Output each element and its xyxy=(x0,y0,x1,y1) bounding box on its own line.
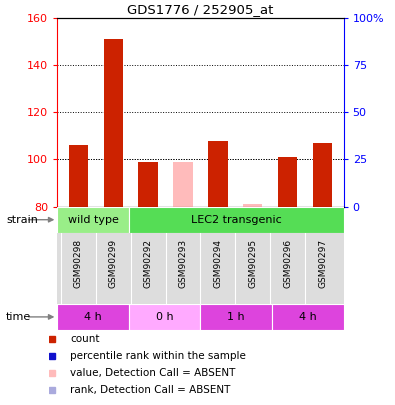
Bar xyxy=(173,162,193,207)
Text: 0 h: 0 h xyxy=(156,312,173,322)
Text: 4 h: 4 h xyxy=(299,312,317,322)
Bar xyxy=(57,304,129,330)
Bar xyxy=(129,207,344,233)
Text: value, Detection Call = ABSENT: value, Detection Call = ABSENT xyxy=(70,368,235,377)
Text: GSM90296: GSM90296 xyxy=(283,239,292,288)
Text: percentile rank within the sample: percentile rank within the sample xyxy=(70,351,246,360)
Bar xyxy=(278,157,297,207)
Bar xyxy=(69,145,88,207)
Text: 1 h: 1 h xyxy=(228,312,245,322)
Text: rank, Detection Call = ABSENT: rank, Detection Call = ABSENT xyxy=(70,385,230,394)
Text: LEC2 transgenic: LEC2 transgenic xyxy=(191,215,282,225)
Text: GSM90299: GSM90299 xyxy=(109,239,118,288)
Text: time: time xyxy=(6,312,31,322)
Title: GDS1776 / 252905_at: GDS1776 / 252905_at xyxy=(127,3,274,16)
Bar xyxy=(129,304,201,330)
Text: GSM90293: GSM90293 xyxy=(179,239,188,288)
Bar xyxy=(103,39,123,207)
Text: wild type: wild type xyxy=(68,215,118,225)
Text: GSM90292: GSM90292 xyxy=(143,239,152,288)
Bar xyxy=(201,304,272,330)
Bar xyxy=(313,143,332,207)
Text: GSM90298: GSM90298 xyxy=(74,239,83,288)
Bar xyxy=(208,141,228,207)
Text: strain: strain xyxy=(6,215,38,225)
Bar xyxy=(272,304,344,330)
Bar xyxy=(139,162,158,207)
Text: GSM90294: GSM90294 xyxy=(213,239,222,288)
Text: GSM90297: GSM90297 xyxy=(318,239,327,288)
Text: count: count xyxy=(70,334,100,343)
Text: 4 h: 4 h xyxy=(84,312,102,322)
Bar xyxy=(57,207,129,233)
Bar xyxy=(243,204,262,207)
Text: GSM90295: GSM90295 xyxy=(248,239,258,288)
